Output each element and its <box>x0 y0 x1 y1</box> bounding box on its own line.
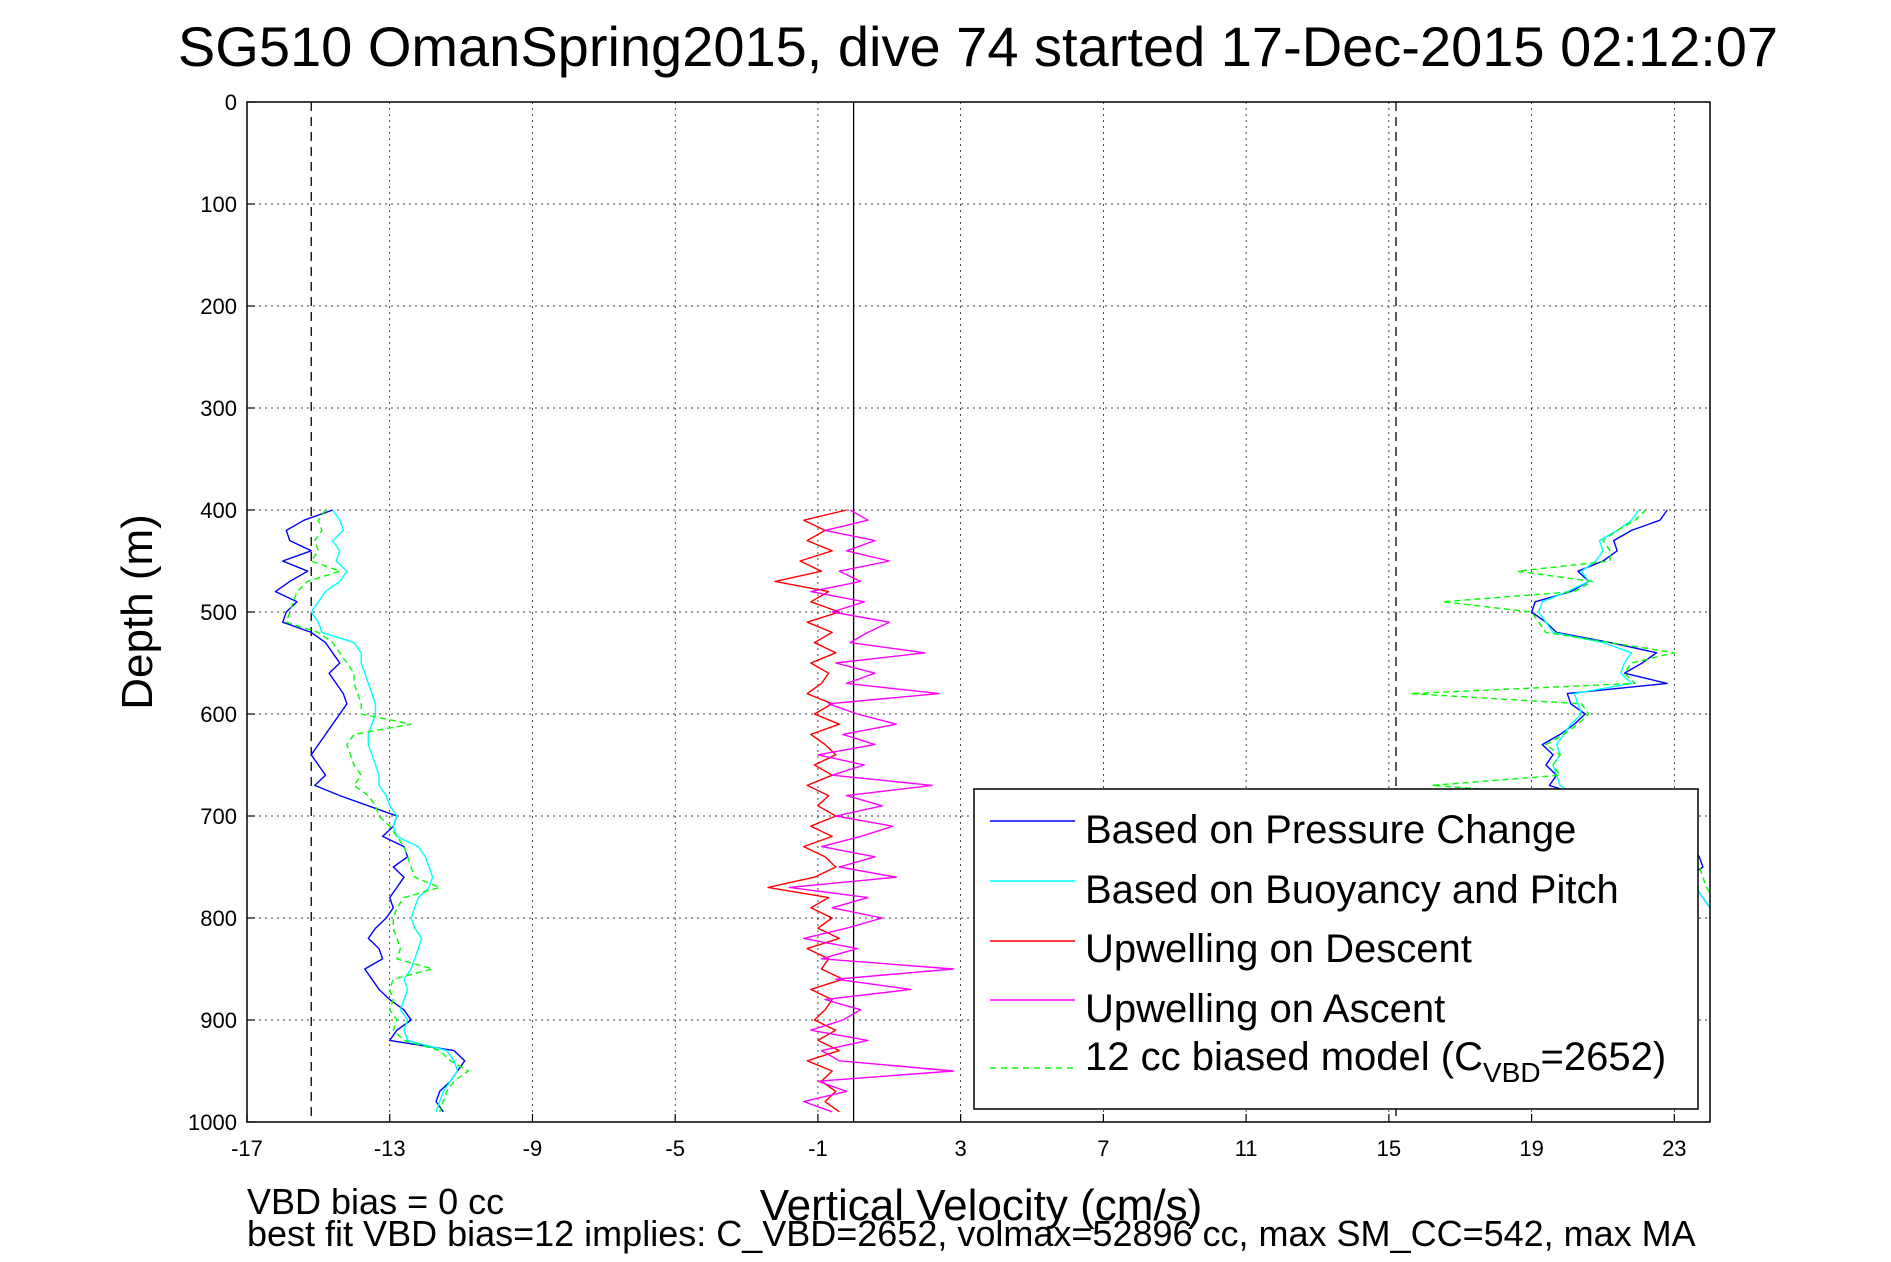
legend-label-buoyancy: Based on Buoyancy and Pitch <box>1085 868 1619 912</box>
legend-box <box>973 788 1699 1110</box>
y-tick-label: 300 <box>200 396 237 421</box>
y-tick-label: 800 <box>200 906 237 931</box>
annotation-best-fit: best fit VBD bias=12 implies: C_VBD=2652… <box>247 1213 1696 1254</box>
y-tick-label: 100 <box>200 192 237 217</box>
series-2-descent-line <box>767 509 847 1113</box>
legend-label-model: 12 cc biased model (CVBD=2652) <box>1085 1035 1666 1088</box>
legend-model-prefix: 12 cc biased model (C <box>1085 1035 1483 1079</box>
x-tick-label: 3 <box>955 1136 967 1161</box>
x-tick-label: 11 <box>1235 1136 1258 1161</box>
y-tick-label: 200 <box>200 294 237 319</box>
chart-title: SG510 OmanSpring2015, dive 74 started 17… <box>178 15 1778 78</box>
legend-label-upwelling-ascent: Upwelling on Ascent <box>1085 987 1445 1031</box>
x-tick-label: 7 <box>1097 1136 1109 1161</box>
y-ticks: 0 100 200 300 400 500 600 700 800 900 1000 <box>188 90 255 1135</box>
y-tick-label: 400 <box>200 498 237 523</box>
y-tick-label: 1000 <box>188 1110 237 1135</box>
y-tick-label: 700 <box>200 804 237 829</box>
x-tick-label: -17 <box>231 1136 263 1161</box>
y-tick-label: 0 <box>225 90 237 115</box>
y-axis-label: Depth (m) <box>113 514 162 710</box>
x-axis-label: Vertical Velocity (cm/s) <box>760 1181 1203 1230</box>
series-1-descent-line <box>310 509 459 1113</box>
x-ticks: -17 -13 -9 -5 -1 3 7 11 15 19 23 <box>231 1114 1687 1161</box>
x-tick-label: -13 <box>374 1136 406 1161</box>
x-tick-label: 23 <box>1662 1136 1686 1161</box>
y-tick-label: 900 <box>200 1008 237 1033</box>
y-tick-label: 500 <box>200 600 237 625</box>
x-tick-label: -1 <box>808 1136 828 1161</box>
annotation-vbd-bias: VBD bias = 0 cc <box>247 1181 504 1222</box>
legend-model-suffix: =2652) <box>1541 1035 1667 1079</box>
legend-label-pressure: Based on Pressure Change <box>1085 808 1576 852</box>
legend: Based on Pressure Change Based on Buoyan… <box>973 788 1699 1110</box>
x-tick-label: 15 <box>1377 1136 1401 1161</box>
series-3-descent-line <box>788 509 955 1113</box>
legend-model-subscript: VBD <box>1483 1057 1541 1088</box>
series-4-descent-line <box>285 509 469 1113</box>
x-tick-label: -5 <box>665 1136 685 1161</box>
y-tick-label: 600 <box>200 702 237 727</box>
x-tick-label: 19 <box>1519 1136 1543 1161</box>
legend-label-upwelling-descent: Upwelling on Descent <box>1085 927 1472 971</box>
series-0-descent-line <box>274 509 466 1113</box>
x-tick-label: -9 <box>523 1136 543 1161</box>
